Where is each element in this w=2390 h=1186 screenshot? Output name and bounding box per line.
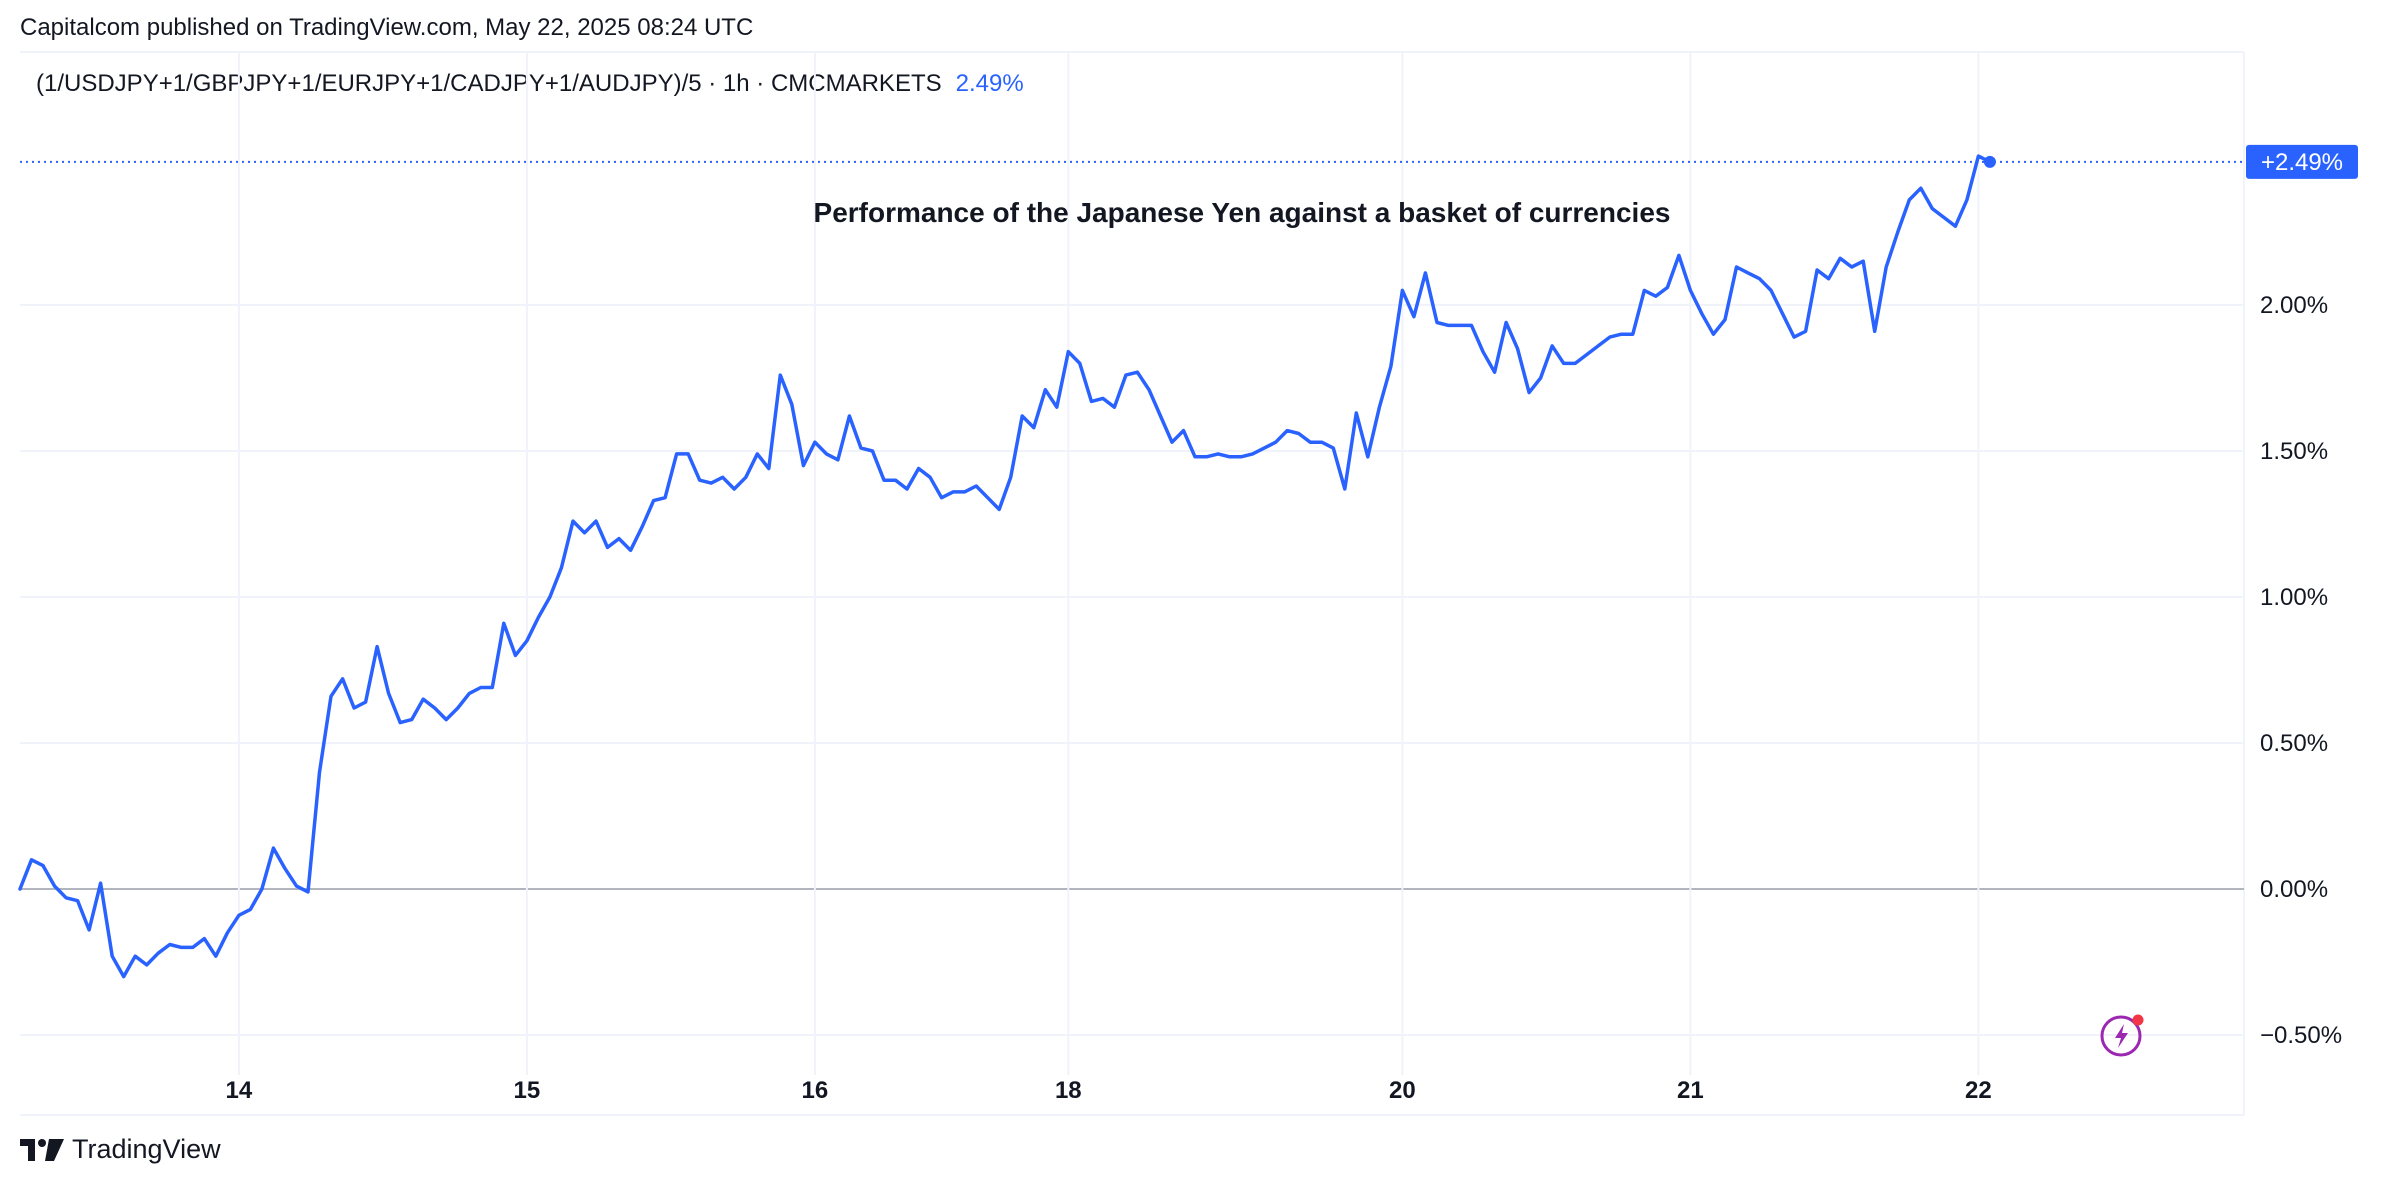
x-tick-label: 22	[1965, 1077, 1992, 1104]
y-tick-label: 1.00%	[2260, 584, 2328, 611]
tradingview-brand[interactable]: TradingView	[20, 1134, 221, 1165]
last-value-label: +2.49%	[2261, 149, 2343, 176]
legend-value: 2.49%	[955, 70, 1024, 97]
x-tick-label: 20	[1389, 1077, 1416, 1104]
chart-title: Performance of the Japanese Yen against …	[814, 197, 1671, 228]
series-line[interactable]	[18, 154, 1992, 979]
last-price-dot	[1983, 155, 1996, 168]
lightning-icon[interactable]	[2100, 1012, 2146, 1058]
symbol-legend: (1/USDJPY+1/GBPJPY+1/EURJPY+1/CADJPY+1/A…	[36, 70, 1024, 98]
chart-text-layer: 2.00% 1.50% 1.00% 0.50% 0.00% −0.50% 14 15 16 18 2…	[226, 144, 2358, 1104]
series-layer	[18, 154, 2244, 979]
y-tick-label: 2.00%	[2260, 292, 2328, 319]
y-tick-label: −0.50%	[2260, 1022, 2342, 1049]
x-tick-label: 14	[226, 1077, 253, 1104]
y-tick-label: 1.50%	[2260, 438, 2328, 465]
y-tick-label: 0.50%	[2260, 730, 2328, 757]
x-tick-label: 16	[802, 1077, 829, 1104]
x-tick-label: 18	[1055, 1077, 1082, 1104]
last-value-badge	[2246, 144, 2358, 179]
x-tick-label: 21	[1677, 1077, 1704, 1104]
tradingview-wordmark: TradingView	[72, 1134, 221, 1164]
grid-lines	[20, 51, 2245, 1116]
tradingview-logo-icon	[20, 1138, 64, 1161]
y-tick-label: 0.00%	[2260, 876, 2328, 903]
symbol-description[interactable]: (1/USDJPY+1/GBPJPY+1/EURJPY+1/CADJPY+1/A…	[36, 70, 942, 97]
x-tick-label: 15	[514, 1077, 541, 1104]
publisher-credit: Capitalcom published on TradingView.com,…	[20, 14, 754, 41]
